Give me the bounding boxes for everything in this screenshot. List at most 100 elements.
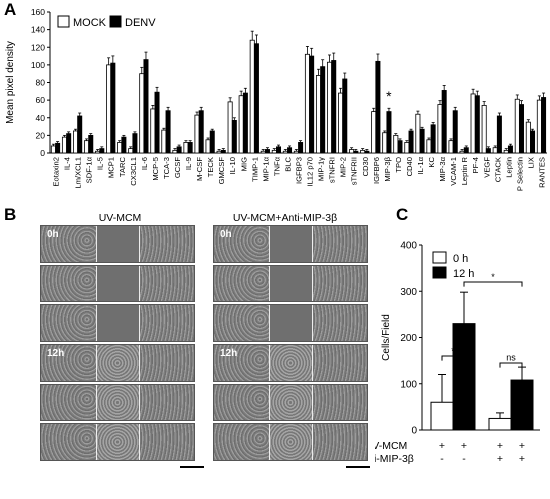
- x-tick-label: M-CSF: [195, 157, 204, 181]
- micrograph-anti-0h-1: 0h: [213, 225, 368, 263]
- bar-denv: [165, 110, 171, 154]
- x-tick-label: IL-4: [63, 157, 72, 170]
- significance-star: *: [386, 88, 392, 104]
- bar-mock: [106, 64, 112, 154]
- bar-mock: [415, 113, 421, 154]
- legend-swatch-0h: [432, 251, 447, 264]
- bar-mock: [448, 140, 454, 154]
- micrograph-12h-2: [40, 383, 195, 422]
- x-tick-label: sTNFRI: [328, 157, 337, 183]
- bar-mock: [183, 142, 189, 154]
- bar-denv: [253, 43, 259, 154]
- timepoint-label-12h-right: 12h: [220, 348, 238, 359]
- x-tick-label: Leptin R: [460, 156, 469, 185]
- micrograph-anti-12h-3: [213, 423, 368, 461]
- bar-denv: [364, 150, 370, 154]
- bar-denv: [132, 133, 138, 154]
- x-tick-label: BLC: [283, 156, 292, 171]
- micrograph-0h-1: 0h: [40, 225, 195, 263]
- x-tick-label: Eotaxin2: [52, 157, 61, 187]
- bar-0h: [488, 417, 512, 431]
- bar-denv: [198, 110, 204, 154]
- bar-mock: [426, 139, 432, 154]
- bar-mock: [349, 149, 355, 154]
- left-image-title: UV-MCM: [98, 212, 142, 224]
- x-tick-label: GCSF: [173, 157, 182, 178]
- y-tick-label: 0: [40, 148, 45, 158]
- bar-mock: [503, 149, 509, 154]
- x-tick-label: PF-4: [471, 157, 480, 173]
- panel-label-b: B: [4, 205, 17, 224]
- bar-denv: [441, 90, 447, 154]
- cells-per-field-chart: 0 100 200 300 400 Cells/Field * * ns 0 h 12 h UV-MC…: [375, 241, 540, 465]
- bar-denv: [408, 130, 414, 154]
- bar-mock: [492, 147, 498, 154]
- timepoint-label-0h: 0h: [47, 229, 59, 240]
- x-tick-label: Leptin: [504, 157, 513, 178]
- bracket-treatment: [463, 281, 523, 287]
- micrograph-anti-0h-2: [213, 264, 368, 303]
- y-tick-label: 120: [31, 42, 45, 52]
- bar-denv: [331, 60, 337, 154]
- bar-mock: [161, 129, 167, 154]
- bar-denv: [507, 145, 513, 154]
- bar-mock: [315, 75, 321, 154]
- bar-mock: [139, 73, 145, 154]
- legend-label-denv: DENV: [125, 17, 156, 29]
- x-tick-label: VCAM-1: [449, 157, 458, 186]
- x-tick-label: MIP-3α: [438, 156, 447, 181]
- y-tick-label: 100: [31, 60, 45, 70]
- micrograph-12h-1: 12h: [40, 344, 195, 382]
- bar-mock: [227, 101, 233, 154]
- scale-bar-left: [180, 466, 204, 468]
- panel-label-a: A: [4, 0, 17, 19]
- bar-mock: [327, 61, 333, 154]
- micrograph-anti-12h-1: 12h: [213, 344, 368, 382]
- bar-0h: [430, 401, 454, 431]
- bar-denv: [88, 134, 94, 154]
- y-axis-title: Cells/Field: [381, 314, 392, 361]
- y-tick-label: 100: [400, 379, 417, 390]
- bar-denv: [419, 128, 425, 154]
- bar-denv: [485, 148, 491, 154]
- bar-denv: [99, 148, 105, 154]
- x-tick-label: VEGF: [482, 157, 491, 178]
- x-tick-label: IL-1α: [416, 156, 425, 174]
- bar-mock: [470, 93, 476, 154]
- x-tick-label: MIP-3β: [383, 156, 392, 181]
- x-tick-label: sTNFRII: [350, 157, 359, 185]
- bar-denv: [154, 91, 160, 154]
- y-axis-title: Mean pixel density: [5, 41, 16, 124]
- y-tick-label: 200: [400, 333, 417, 344]
- significance-ns: ns: [506, 353, 516, 363]
- x-tick-label: TECK: [206, 157, 215, 177]
- x-tick-label: TCA-3: [162, 157, 171, 179]
- bar-denv: [276, 146, 282, 154]
- micrograph-0h-2: [40, 264, 195, 303]
- bar-mock: [338, 92, 344, 154]
- x-tick-label: MIP-1γ: [317, 157, 326, 181]
- bar-mock: [481, 105, 487, 154]
- bar-mock: [61, 136, 67, 154]
- y-tick-label: 140: [31, 25, 45, 35]
- bar-mock: [293, 150, 299, 154]
- y-tick-label: 20: [36, 130, 46, 140]
- condition-label: UV-MCM: [375, 440, 407, 452]
- scale-bar-right: [346, 466, 370, 468]
- x-tick-label: MIG: [239, 157, 248, 171]
- condition-sign: +: [497, 440, 503, 452]
- bar-denv: [397, 140, 403, 154]
- bar-denv: [287, 147, 293, 154]
- bar-mock: [382, 132, 388, 154]
- bar-denv: [496, 115, 502, 154]
- bar-mock: [404, 142, 410, 154]
- bar-denv: [176, 146, 182, 154]
- bar-denv: [375, 60, 381, 154]
- bar-denv: [55, 142, 61, 154]
- x-tick-label: P Selectin: [515, 157, 524, 191]
- micrograph-anti-0h-3: [213, 304, 368, 342]
- x-tick-label: LIX: [526, 157, 535, 168]
- x-tick-label: CD40: [405, 157, 414, 176]
- bar-denv: [143, 59, 149, 154]
- y-tick-label: 0: [411, 426, 417, 437]
